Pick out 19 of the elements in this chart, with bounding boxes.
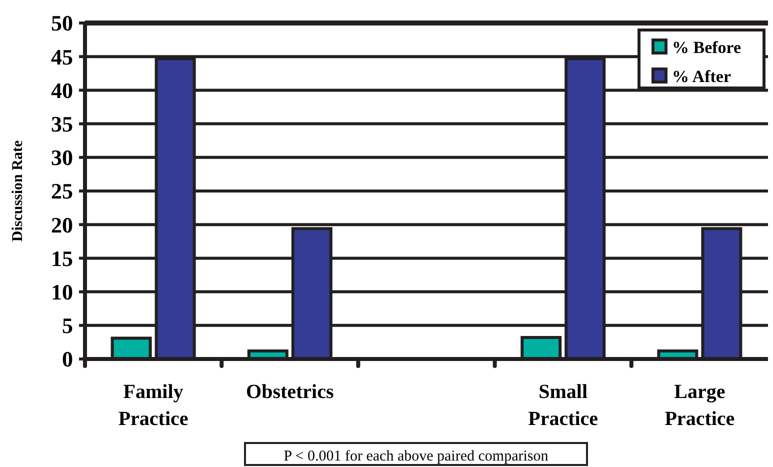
y-tick-label: 0 [62,346,73,372]
y-tick-label: 50 [51,10,73,36]
x-tick-label: Obstetrics [246,381,334,403]
y-tick-label: 5 [62,313,73,338]
x-tick-label: Family Practice [118,381,188,430]
text: P < 0.001 for each above paired comparison [284,448,549,464]
legend-label: % After [672,66,732,86]
y-axis-title: Discussion Rate [10,140,26,242]
legend-label: % Before [672,38,742,57]
y-tick-label: 10 [51,280,73,304]
x-tick-label: Large Practice [664,381,735,430]
y-tick-label: 30 [51,145,73,170]
y-tick-label: 25 [51,178,73,204]
y-tick-label: 35 [51,112,73,136]
y-tick-label: 40 [51,78,73,103]
y-tick-label: 45 [51,44,73,70]
y-tick-label: 15 [51,246,73,271]
y-tick-label: 20 [51,212,73,238]
x-tick-label: Small Practice [528,381,598,430]
